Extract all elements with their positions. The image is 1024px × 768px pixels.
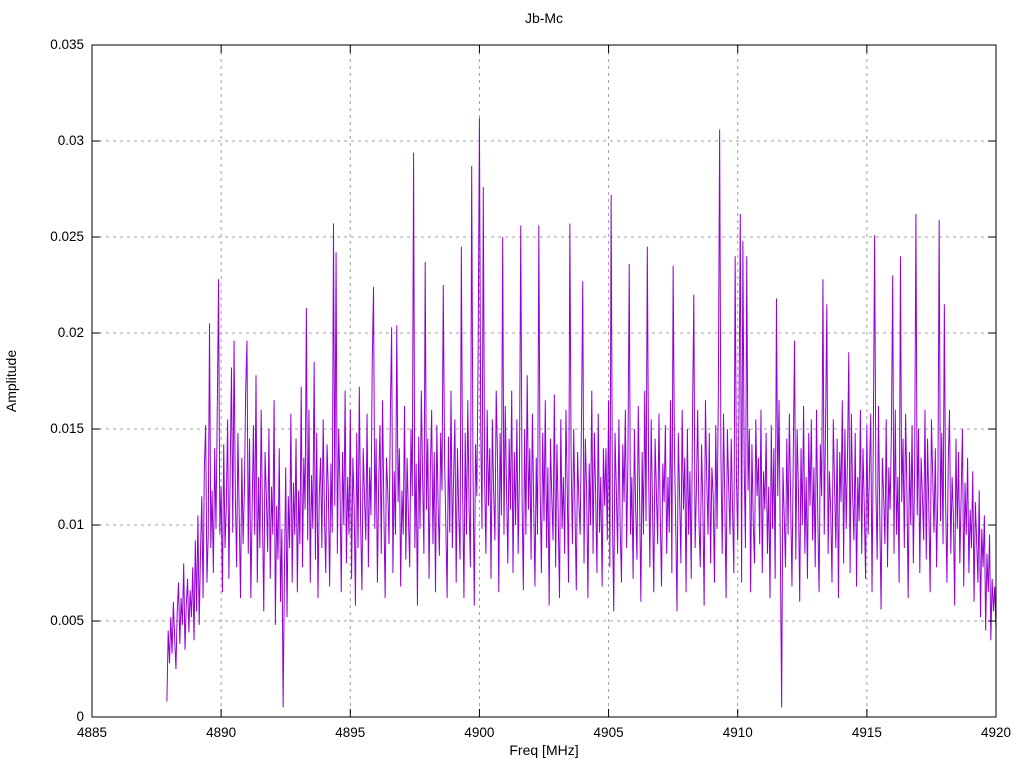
x-tick-label: 4895 [335, 725, 365, 740]
x-tick-label: 4900 [464, 725, 494, 740]
y-tick-label: 0.02 [58, 325, 84, 340]
data-line [166, 117, 997, 708]
x-tick-label: 4910 [723, 725, 753, 740]
y-tick-label: 0.005 [50, 613, 84, 628]
y-tick-label: 0.015 [50, 421, 84, 436]
y-tick-label: 0.025 [50, 229, 84, 244]
x-tick-label: 4885 [77, 725, 107, 740]
chart-title: Jb-Mc [524, 10, 564, 26]
x-tick-label: 4920 [981, 725, 1011, 740]
x-axis-label: Freq [MHz] [509, 742, 579, 758]
y-tick-label: 0.01 [58, 517, 84, 532]
plot-border [91, 44, 997, 718]
y-tick-label: 0 [76, 709, 84, 724]
y-tick-label: 0.035 [50, 37, 84, 52]
x-tick-label: 4890 [206, 725, 236, 740]
y-tick-label: 0.03 [58, 133, 84, 148]
x-tick-label: 4905 [594, 725, 624, 740]
x-tick-label: 4915 [852, 725, 882, 740]
